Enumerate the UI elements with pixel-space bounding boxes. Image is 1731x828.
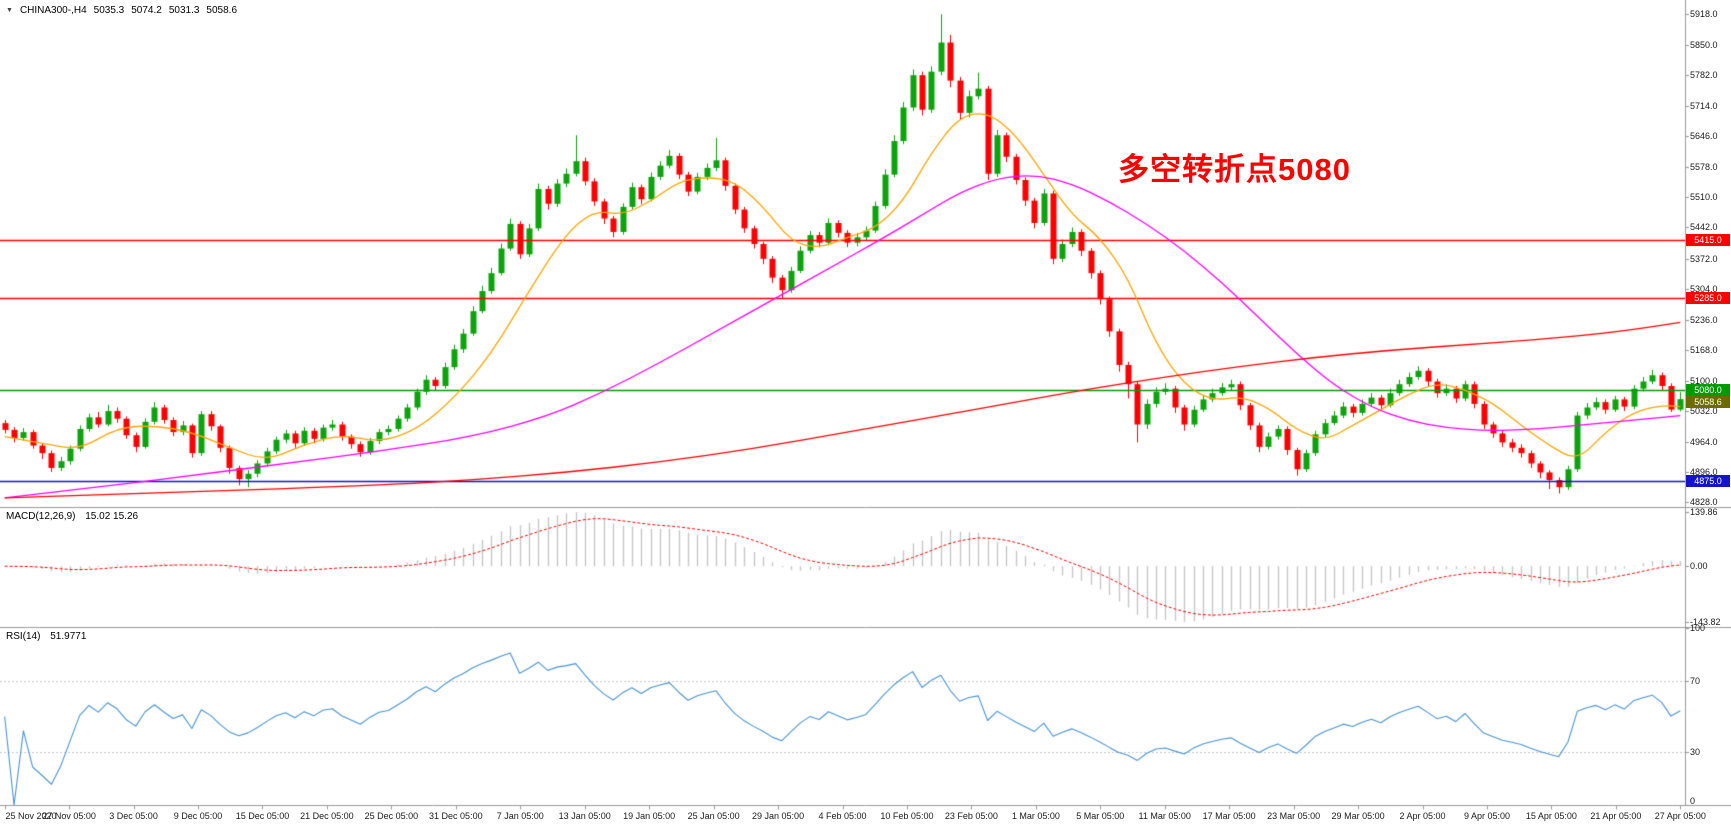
- ohlc-high-value: 5074.2: [131, 5, 162, 16]
- price-level-tag: 5415.0: [1686, 233, 1730, 246]
- ohlc-open-value: 5035.3: [93, 5, 125, 16]
- time-axis-label: 25 Dec 05:00: [364, 811, 419, 821]
- macd-tick-label: 0.00: [1690, 561, 1708, 572]
- time-axis-label: 31 Dec 05:00: [429, 811, 483, 821]
- current-price-tag: 5058.6: [1686, 395, 1730, 408]
- rsi-tick-label: 0: [1690, 796, 1696, 806]
- macd-indicator-label: MACD(12,26,9) 15.02 15.26: [6, 511, 138, 522]
- price-axis[interactable]: 5918.0 5850.0 5782.0 5714.0 5646.0 5578.0 5510…: [1686, 0, 1731, 806]
- price-tick-label: 5578.0: [1690, 161, 1718, 172]
- price-tick-label: 4828.0: [1690, 497, 1718, 508]
- time-axis-label: 29 Mar 05:00: [1331, 811, 1385, 821]
- annotation-text: 多空转折点5080: [1118, 152, 1351, 187]
- rsi-value: 51.9771: [50, 631, 87, 642]
- time-axis-label: 15 Dec 05:00: [235, 811, 290, 821]
- time-axis-label: 21 Dec 05:00: [300, 811, 354, 821]
- price-level-tag: 4875.0: [1686, 475, 1730, 488]
- price-tick-label: 5918.0: [1690, 9, 1718, 20]
- time-axis-label: 3 Dec 05:00: [109, 811, 158, 821]
- ohlc-low-value: 5031.3: [168, 5, 200, 16]
- time-axis-label: 9 Apr 05:00: [1463, 811, 1510, 821]
- price-tick-label: 4896.0: [1690, 466, 1718, 477]
- time-axis-label: 13 Jan 05:00: [558, 811, 611, 821]
- ohlc-close-value: 5058.6: [206, 5, 238, 16]
- rsi-tick-label: 70: [1690, 676, 1701, 687]
- macd-values: 15.02 15.26: [85, 511, 139, 522]
- price-tick-label: 5032.0: [1690, 406, 1718, 417]
- price-tick-label: 5168.0: [1690, 345, 1718, 356]
- price-tick-label: 5714.0: [1690, 100, 1718, 111]
- price-level-tag: 5285.0: [1686, 291, 1730, 304]
- time-axis-label: 25 Jan 05:00: [687, 811, 740, 821]
- rsi-indicator-label: RSI(14) 51.9771: [6, 631, 86, 642]
- time-axis-label: 10 Feb 05:00: [880, 811, 934, 821]
- time-axis-label: 7 Jan 05:00: [496, 811, 544, 821]
- price-tick-label: 5646.0: [1690, 131, 1718, 142]
- price-level-tag: 5080.0: [1686, 383, 1730, 396]
- time-axis-label: 1 Mar 05:00: [1011, 811, 1060, 821]
- price-tick-label: 5372.0: [1690, 253, 1718, 264]
- price-tick-label: 5850.0: [1690, 39, 1718, 50]
- time-axis-label: 29 Jan 05:00: [752, 811, 805, 821]
- time-axis-label: 27 Apr 05:00: [1654, 811, 1706, 821]
- time-axis-label: 23 Feb 05:00: [944, 811, 998, 821]
- price-tick-label: 5510.0: [1690, 192, 1718, 203]
- time-axis-label: 27 Nov 05:00: [42, 811, 96, 821]
- macd-tick-label: 139.86: [1690, 507, 1718, 517]
- symbol-dropdown-icon[interactable]: ▼: [6, 7, 13, 14]
- time-axis-label: 15 Apr 05:00: [1525, 811, 1577, 821]
- price-tick-label: 5236.0: [1690, 314, 1718, 325]
- macd-name: MACD(12,26,9): [6, 511, 76, 522]
- rsi-tick-label: 100: [1690, 623, 1706, 633]
- time-axis-label: 9 Dec 05:00: [173, 811, 223, 821]
- macd-tick-label: -143.82: [1690, 617, 1721, 627]
- rsi-tick-label: 30: [1690, 746, 1701, 757]
- time-axis-label: 4 Feb 05:00: [818, 811, 867, 821]
- price-tick-label: 4964.0: [1690, 436, 1718, 447]
- time-axis-label: 17 Mar 05:00: [1202, 811, 1256, 821]
- time-axis-label: 19 Jan 05:00: [623, 811, 676, 821]
- rsi-name: RSI(14): [6, 631, 41, 642]
- price-tick-label: 5304.0: [1690, 284, 1718, 295]
- symbol-info-bar: ▼ CHINA300-,H4 5035.3 5074.2 5031.3 5058…: [6, 5, 237, 16]
- time-axis[interactable]: 25 Nov 2020 27 Nov 05:00 3 Dec 05:00 9 Dec …: [0, 806, 1731, 828]
- time-axis-label: 5 Mar 05:00: [1076, 811, 1125, 821]
- price-tick-label: 5442.0: [1690, 222, 1718, 233]
- time-axis-label: 21 Apr 05:00: [1590, 811, 1642, 821]
- price-tick-label: 5782.0: [1690, 70, 1718, 81]
- time-axis-label: 23 Mar 05:00: [1267, 811, 1321, 821]
- symbol-period-label: CHINA300-,H4: [19, 5, 87, 16]
- time-axis-label: 2 Apr 05:00: [1399, 811, 1446, 821]
- time-axis-label: 25 Nov 2020: [5, 811, 57, 821]
- time-axis-label: 11 Mar 05:00: [1138, 811, 1191, 821]
- price-tick-label: 5100.0: [1690, 375, 1718, 386]
